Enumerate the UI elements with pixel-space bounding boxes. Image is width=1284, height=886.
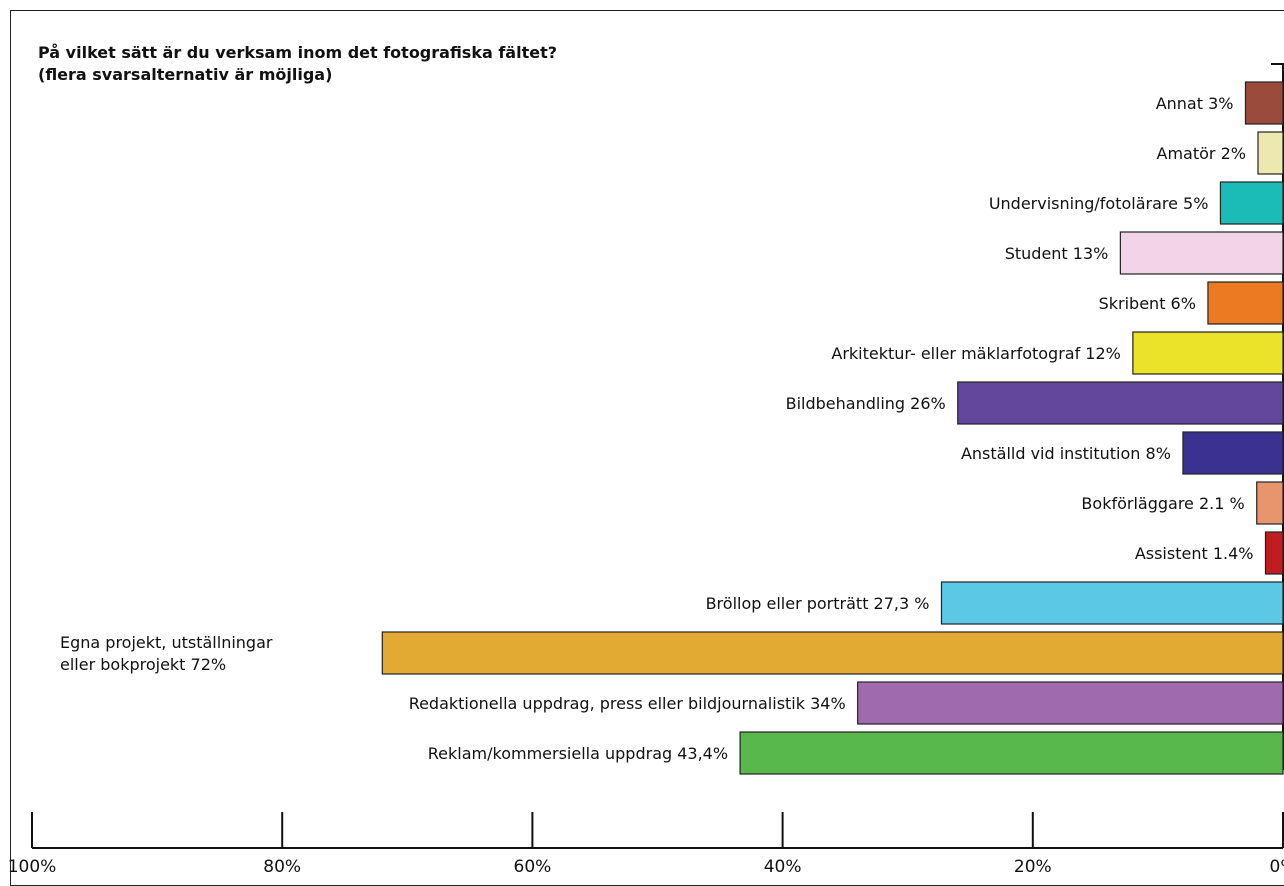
bar-label: Assistent 1.4% <box>1135 544 1254 563</box>
bar <box>1219 181 1284 225</box>
bar-label: Bildbehandling 26% <box>786 394 946 413</box>
bar <box>1264 531 1284 575</box>
bar-label: Redaktionella uppdrag, press eller bildj… <box>409 694 846 713</box>
x-tick-label: 20% <box>1014 857 1052 876</box>
bar-label: Egna projekt, utställningar <box>60 633 273 652</box>
bar-label: Bröllop eller porträtt 27,3 % <box>706 594 930 613</box>
chart-title: På vilket sätt är du verksam inom det fo… <box>38 43 558 62</box>
bar-label: Reklam/kommersiella uppdrag 43,4% <box>428 744 728 763</box>
bar <box>1207 281 1284 325</box>
bar-label: Bokförläggare 2.1 % <box>1081 494 1244 513</box>
bar-label: Undervisning/fotolärare 5% <box>989 194 1209 213</box>
chart-title-block: På vilket sätt är du verksam inom det fo… <box>38 42 557 86</box>
bar <box>1132 331 1284 375</box>
x-tick-label: 80% <box>263 857 301 876</box>
bar-label: Arkitektur- eller mäklarfotograf 12% <box>831 344 1120 363</box>
x-tick-label: 40% <box>764 857 802 876</box>
x-tick-label: 100% <box>8 857 57 876</box>
bar-label: Annat 3% <box>1156 94 1234 113</box>
bar-label: eller bokprojekt 72% <box>60 655 226 674</box>
bar <box>1256 481 1284 525</box>
x-tick-label: 0% <box>1270 857 1284 876</box>
bar-label: Student 13% <box>1005 244 1109 263</box>
bar-label: Amatör 2% <box>1157 144 1246 163</box>
bar <box>1244 81 1284 125</box>
x-tick-label: 60% <box>514 857 552 876</box>
bar <box>857 681 1284 725</box>
bar-label: Anställd vid institution 8% <box>961 444 1171 463</box>
bar <box>381 631 1284 675</box>
bar <box>957 381 1284 425</box>
bar <box>940 581 1284 625</box>
bar <box>1257 131 1284 175</box>
chart-subtitle: (flera svarsalternativ är möjliga) <box>38 65 333 84</box>
bar <box>1182 431 1284 475</box>
bar <box>1119 231 1284 275</box>
bar-label: Skribent 6% <box>1099 294 1196 313</box>
bar <box>739 731 1284 775</box>
